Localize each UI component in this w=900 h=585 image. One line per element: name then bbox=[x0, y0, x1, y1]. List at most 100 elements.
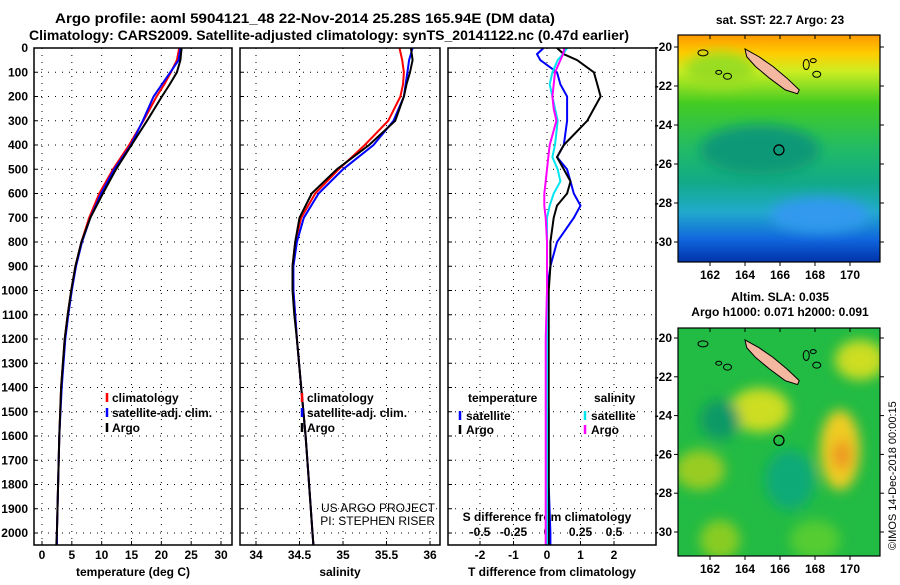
legend-label: climatology bbox=[112, 391, 179, 405]
y-tick-label: 600 bbox=[8, 187, 28, 201]
map-x-tick-label: 162 bbox=[700, 268, 720, 282]
map-x-tick-label: 166 bbox=[770, 268, 790, 282]
plot-frame bbox=[447, 47, 657, 546]
series-line-salinity-argo bbox=[543, 47, 566, 545]
series-line-climatology bbox=[55, 47, 181, 545]
y-tick-label: 1900 bbox=[1, 502, 28, 516]
profile-location-marker bbox=[773, 434, 785, 447]
island-outline bbox=[802, 59, 810, 71]
legend-label: Argo bbox=[466, 423, 494, 437]
plot-frame bbox=[239, 47, 441, 546]
series-line-argo bbox=[291, 47, 414, 546]
sla-features bbox=[678, 340, 880, 556]
panel-differences: -2 -1 0 1 2-0.5 -0.25 0 0.25 0.5S difference fro… bbox=[447, 47, 657, 579]
y-tick-label: 200 bbox=[8, 90, 28, 104]
x-tick-label: 25 bbox=[184, 548, 198, 562]
project-annotation: PI: STEPHEN RISER bbox=[320, 514, 435, 528]
map-frame bbox=[677, 34, 881, 263]
y-tick-label: 300 bbox=[8, 114, 28, 128]
sla-blob bbox=[700, 400, 740, 440]
series-line-climatology bbox=[291, 47, 405, 546]
map-x-tick-label: 170 bbox=[840, 268, 860, 282]
island-outline bbox=[809, 58, 817, 64]
y-tick-label: 1200 bbox=[1, 332, 28, 346]
x2-tick-label: -0.5 bbox=[470, 525, 491, 539]
y-tick-label: 1500 bbox=[1, 405, 28, 419]
map-field bbox=[678, 35, 880, 262]
map-y-tick-label: -26 bbox=[655, 447, 673, 461]
x-tick-label: -2 bbox=[475, 548, 486, 562]
island-outline bbox=[812, 70, 822, 78]
sla-blob bbox=[790, 520, 840, 556]
sla-blob bbox=[835, 340, 880, 380]
y-tick-label: 1600 bbox=[1, 429, 28, 443]
y-tick-label: 1700 bbox=[1, 453, 28, 467]
x-tick-label: 10 bbox=[95, 548, 109, 562]
map-y-tick-label: -20 bbox=[655, 331, 673, 345]
island-outline bbox=[715, 69, 723, 75]
y-tick-label: 400 bbox=[8, 138, 28, 152]
x-tick-label: 0 bbox=[39, 548, 46, 562]
map-x-tick-label: 162 bbox=[700, 562, 720, 576]
x2-tick-label: -0.25 bbox=[500, 525, 528, 539]
sst-map-title: sat. SST: 22.7 Argo: 23 bbox=[716, 13, 845, 27]
map-x-tick-label: 168 bbox=[805, 562, 825, 576]
x2-tick-label: 0.5 bbox=[606, 525, 623, 539]
credit-text: ©IMOS 14-Dec-2018 00:00:15 bbox=[887, 401, 899, 550]
y-tick-label: 1300 bbox=[1, 356, 28, 370]
map-x-tick-label: 164 bbox=[735, 562, 755, 576]
sla-blob bbox=[678, 450, 725, 490]
map-y-tick-label: -22 bbox=[655, 370, 673, 384]
x-tick-label: 35.5 bbox=[375, 548, 399, 562]
series-line-temperature-satellite bbox=[535, 47, 582, 545]
sla-blob bbox=[730, 388, 790, 432]
legend-label: climatology bbox=[307, 391, 374, 405]
series-line-argo bbox=[55, 47, 183, 546]
y-tick-label: 800 bbox=[8, 235, 28, 249]
legend-group-title: temperature bbox=[468, 391, 538, 405]
y-tick-label: 700 bbox=[8, 211, 28, 225]
new-caledonia-land bbox=[744, 47, 800, 95]
x-tick-label: 5 bbox=[68, 548, 75, 562]
title-line-2: Climatology: CARS2009. Satellite-adjuste… bbox=[29, 27, 629, 43]
map-y-tick-label: -24 bbox=[655, 118, 673, 132]
x-axis-label: salinity bbox=[319, 565, 361, 579]
legend-group-title: salinity bbox=[594, 391, 636, 405]
sla-blob bbox=[832, 440, 852, 470]
x-tick-label: 20 bbox=[155, 548, 169, 562]
profile-location-marker bbox=[773, 144, 785, 156]
x-tick-label: 1 bbox=[577, 548, 584, 562]
map-y-tick-label: -28 bbox=[655, 486, 673, 500]
title-line-1: Argo profile: aoml 5904121_48 22-Nov-201… bbox=[55, 10, 555, 26]
map-y-tick-label: -30 bbox=[655, 235, 673, 249]
legend-label: Argo bbox=[112, 421, 140, 435]
map-y-tick-label: -22 bbox=[655, 79, 673, 93]
sla-blob bbox=[700, 520, 740, 556]
legend-label: Argo bbox=[591, 423, 619, 437]
map-x-tick-label: 168 bbox=[805, 268, 825, 282]
plot-frame bbox=[33, 47, 233, 546]
legend-label: satellite-adj. clim. bbox=[307, 406, 407, 420]
series-line-salinity-satellite bbox=[546, 47, 568, 545]
map-field bbox=[678, 328, 880, 556]
y-tick-label: 1400 bbox=[1, 381, 28, 395]
legend-label: Argo bbox=[307, 421, 335, 435]
x-axis-label: T difference from climatology bbox=[468, 565, 636, 579]
x-tick-label: 2 bbox=[611, 548, 618, 562]
y-tick-label: 1100 bbox=[2, 308, 28, 322]
y-tick-label: 500 bbox=[8, 162, 28, 176]
project-annotation: US ARGO PROJECT bbox=[321, 501, 436, 515]
x-tick-label: 15 bbox=[125, 548, 139, 562]
x-tick-label: -1 bbox=[508, 548, 519, 562]
island-outline bbox=[723, 72, 732, 80]
map-y-tick-label: -20 bbox=[655, 40, 673, 54]
map-x-tick-label: 164 bbox=[735, 268, 755, 282]
sst-blob bbox=[700, 125, 820, 175]
map-x-tick-label: 166 bbox=[770, 562, 790, 576]
y-tick-label: 100 bbox=[8, 65, 28, 79]
panel-temperature: 0100200300400500600700800900100011001200… bbox=[1, 41, 233, 579]
x2-tick-label: 0.25 bbox=[569, 525, 593, 539]
new-caledonia-land bbox=[744, 338, 800, 386]
x-tick-label: 34.5 bbox=[288, 548, 312, 562]
map-y-tick-label: -28 bbox=[655, 196, 673, 210]
